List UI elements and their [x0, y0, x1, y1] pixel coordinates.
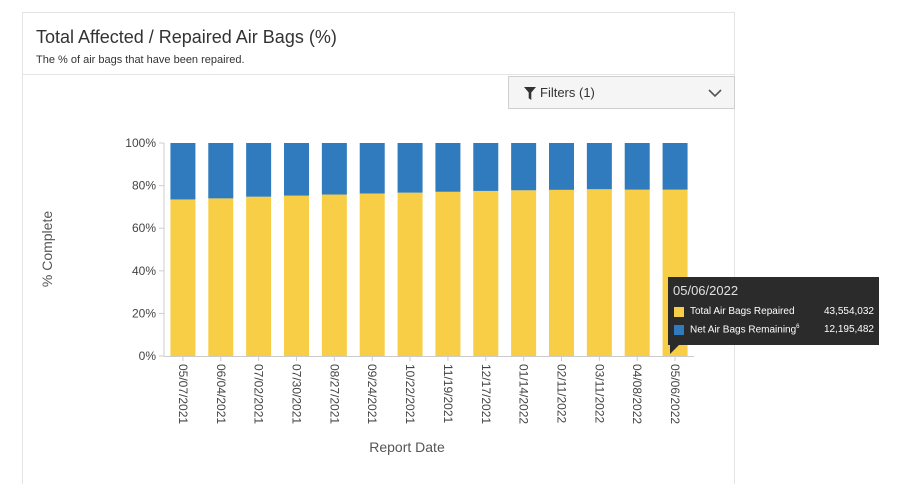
y-tick-label: 0% [139, 349, 157, 363]
bar-remaining [511, 143, 537, 191]
bar-remaining [586, 143, 612, 190]
tooltip-value-repaired: 43,554,032 [823, 306, 874, 317]
x-tick-label: 01/14/2022 [517, 364, 531, 424]
x-tick-label: 09/24/2021 [365, 364, 379, 424]
bar-repaired [435, 191, 461, 356]
x-tick-label: 12/17/2021 [479, 364, 493, 424]
bar-remaining [435, 143, 461, 192]
bar-remaining [321, 143, 347, 195]
x-tick-label: 07/02/2021 [252, 364, 266, 424]
tooltip-row-remaining: Net Air Bags Remaining6 12,195,482 [674, 323, 874, 337]
chart-subtitle: The % of air bags that have been repaire… [36, 54, 245, 66]
legend-swatch-repaired [674, 307, 684, 317]
tooltip-value-remaining: 12,195,482 [823, 324, 874, 335]
x-tick-label: 07/30/2021 [290, 364, 304, 424]
bar-repaired [321, 194, 347, 356]
x-tick-label: 06/04/2021 [214, 364, 228, 424]
bar-repaired [549, 189, 574, 356]
tooltip-label-remaining-text: Net Air Bags Remaining [690, 324, 797, 336]
bar-repaired [624, 189, 650, 356]
y-tick-label: 20% [132, 306, 156, 320]
bar-repaired [359, 193, 385, 356]
bar-remaining [624, 143, 650, 190]
filters-label: Filters (1) [540, 85, 595, 100]
tooltip-label-remaining: Net Air Bags Remaining6 [690, 324, 800, 335]
tooltip-label-repaired: Total Air Bags Repaired [690, 306, 795, 317]
bar-repaired [473, 190, 499, 356]
bar-remaining [549, 143, 574, 190]
x-tick-label: 03/11/2022 [592, 364, 606, 423]
bar-remaining [284, 143, 309, 196]
bar-remaining [662, 143, 688, 190]
bar-remaining [208, 143, 234, 199]
bar-remaining [359, 143, 385, 194]
legend-swatch-remaining [674, 325, 684, 335]
x-tick-label: 05/06/2022 [668, 364, 682, 424]
y-tick-label: 60% [132, 221, 156, 235]
bar-repaired [170, 199, 196, 356]
bar-repaired [511, 190, 537, 356]
y-tick-label: 100% [125, 136, 156, 150]
card-header: Total Affected / Repaired Air Bags (%) T… [23, 13, 734, 75]
x-tick-label: 04/08/2022 [630, 364, 644, 424]
x-tick-label: 05/07/2021 [176, 364, 190, 424]
y-axis-title: % Complete [39, 211, 55, 287]
bar-repaired [397, 192, 423, 356]
x-tick-label: 08/27/2021 [327, 364, 341, 424]
funnel-icon [524, 87, 536, 100]
bar-remaining [170, 143, 196, 200]
footnote-marker: 6 [796, 324, 800, 330]
x-axis-title: Report Date [369, 439, 445, 455]
chevron-down-icon [708, 89, 722, 98]
bar-remaining [246, 143, 272, 197]
chart-tooltip: 05/06/2022 Total Air Bags Repaired 43,55… [668, 277, 879, 345]
bar-repaired [246, 196, 272, 356]
y-tick-label: 40% [132, 264, 156, 278]
x-tick-label: 02/11/2022 [555, 364, 569, 423]
tooltip-date: 05/06/2022 [673, 283, 739, 298]
tooltip-pointer [670, 344, 680, 354]
bar-repaired [208, 198, 234, 356]
tooltip-row-repaired: Total Air Bags Repaired 43,554,032 [674, 305, 874, 319]
chart-title: Total Affected / Repaired Air Bags (%) [36, 27, 337, 47]
bar-remaining [397, 143, 423, 193]
x-tick-label: 10/22/2021 [403, 364, 417, 424]
x-tick-label: 11/19/2021 [441, 364, 455, 423]
filters-dropdown[interactable]: Filters (1) [508, 76, 735, 109]
bar-repaired [284, 195, 309, 356]
y-tick-label: 80% [132, 179, 156, 193]
bar-repaired [586, 189, 612, 356]
bar-remaining [473, 143, 499, 191]
